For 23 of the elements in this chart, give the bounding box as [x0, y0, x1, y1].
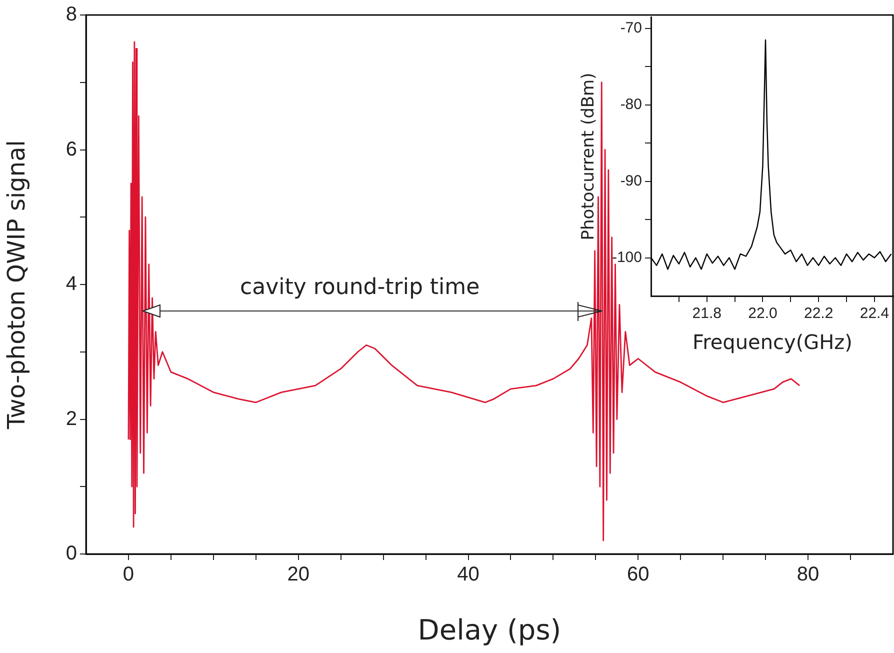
x-tick-label: 20 [287, 564, 310, 586]
x-tick-label: 22.2 [804, 305, 834, 322]
y-tick-label: 4 [66, 273, 77, 296]
y-axis-title: Two-photon QWIP signal [2, 140, 31, 430]
x-axis-title: Delay (ps) [418, 613, 562, 646]
y-tick-label: 0 [66, 542, 77, 565]
y-axis-title: Photocurrent (dBm) [578, 72, 599, 240]
x-tick-label: 80 [796, 564, 820, 586]
y-tick-label: 8 [66, 4, 77, 26]
x-tick-label: 22.4 [860, 305, 890, 322]
x-tick-label: 21.8 [692, 305, 722, 322]
y-tick-label: -70 [620, 20, 642, 37]
x-tick-label: 0 [122, 564, 134, 586]
x-axis-title: Frequency(GHz) [692, 330, 852, 354]
y-tick-label: -80 [620, 96, 642, 114]
y-tick-label: -90 [620, 172, 642, 190]
x-tick-label: 22.0 [748, 305, 778, 322]
x-tick-label: 60 [627, 564, 650, 586]
x-tick-label: 40 [457, 564, 480, 586]
annotation: cavity round-trip time [240, 275, 480, 300]
y-tick-label: -100 [612, 248, 642, 266]
y-tick-label: 6 [66, 138, 77, 160]
y-tick-label: 2 [66, 408, 77, 430]
